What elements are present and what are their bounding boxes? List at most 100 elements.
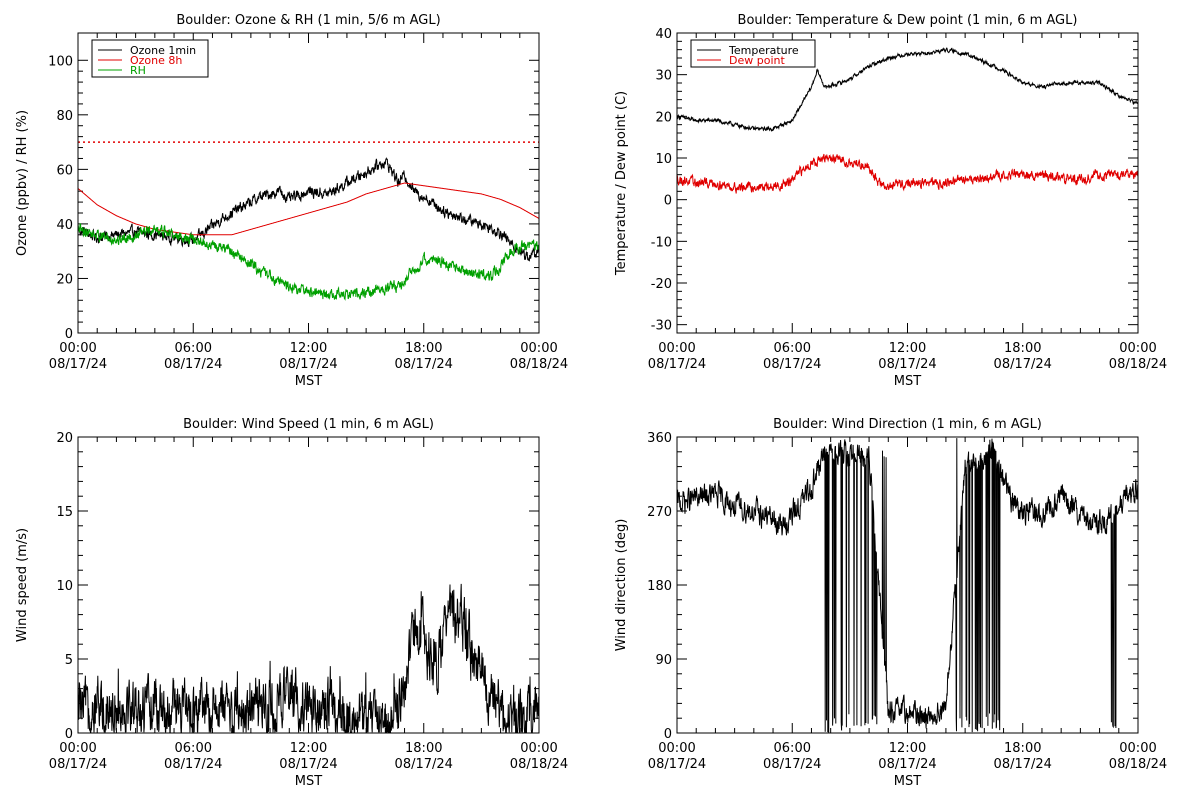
y-tick-label: 20	[56, 272, 73, 287]
x-tick-date: 08/17/24	[49, 757, 107, 772]
x-axis-label: MST	[894, 374, 921, 389]
plot-frame	[77, 436, 540, 734]
x-tick-time: 12:00	[889, 741, 926, 756]
y-axis-label: Wind direction (deg)	[614, 519, 629, 652]
y-tick-label: 270	[647, 505, 672, 520]
y-tick-label: 20	[56, 431, 73, 446]
x-tick-time: 12:00	[889, 341, 926, 356]
x-tick-date: 08/17/24	[164, 757, 222, 772]
chart-title: Boulder: Ozone & RH (1 min, 5/6 m AGL)	[176, 13, 440, 28]
y-tick-label: 10	[655, 152, 672, 167]
y-tick-label: 20	[655, 110, 672, 125]
x-tick-time: 00:00	[658, 741, 695, 756]
legend-box	[690, 39, 816, 68]
chart-title: Boulder: Wind Speed (1 min, 6 m AGL)	[183, 417, 434, 432]
series-line	[677, 438, 1138, 733]
chart-title: Boulder: Temperature & Dew point (1 min,…	[738, 13, 1078, 28]
y-axis-label: Ozone (ppbv) / RH (%)	[15, 110, 30, 256]
x-tick-time: 00:00	[1119, 741, 1156, 756]
y-tick-label: 5	[65, 653, 73, 668]
y-tick-label: 60	[56, 163, 73, 178]
x-tick-time: 18:00	[1004, 341, 1041, 356]
y-tick-label: 30	[655, 69, 672, 84]
legend-label: Temperature	[728, 44, 799, 57]
x-tick-date: 08/17/24	[878, 357, 936, 372]
series-line	[677, 47, 1138, 132]
x-tick-time: 18:00	[405, 341, 442, 356]
y-tick-label: 10	[56, 579, 73, 594]
x-tick-date: 08/18/24	[510, 757, 568, 772]
x-tick-time: 06:00	[774, 741, 811, 756]
plot-frame	[77, 32, 540, 334]
chart-wind_dir: Boulder: Wind Direction (1 min, 6 m AGL)…	[614, 417, 1167, 789]
legend-label: Dew point	[729, 54, 785, 67]
y-tick-label: -10	[651, 235, 672, 250]
x-tick-date: 08/18/24	[1109, 757, 1167, 772]
x-tick-date: 08/17/24	[648, 757, 706, 772]
x-tick-date: 08/17/24	[395, 357, 453, 372]
y-tick-label: -20	[651, 277, 672, 292]
x-tick-date: 08/17/24	[395, 757, 453, 772]
y-tick-label: 90	[655, 653, 672, 668]
plot-frame	[676, 32, 1139, 334]
y-tick-label: 80	[56, 109, 73, 124]
chart-wind_speed: Boulder: Wind Speed (1 min, 6 m AGL) 0 5 10…	[15, 417, 568, 789]
y-tick-label: -30	[651, 319, 672, 334]
x-tick-time: 00:00	[658, 341, 695, 356]
legend-label: Ozone 1min	[130, 44, 196, 57]
y-axis-label: Wind speed (m/s)	[15, 528, 30, 642]
x-tick-time: 00:00	[1119, 341, 1156, 356]
x-axis-label: MST	[295, 774, 322, 789]
series-line	[677, 153, 1138, 194]
series-line	[78, 222, 539, 301]
chart-temp_dew: Boulder: Temperature & Dew point (1 min,…	[614, 13, 1167, 389]
legend-label: Ozone 8h	[130, 54, 182, 67]
x-tick-time: 00:00	[520, 341, 557, 356]
y-tick-label: 360	[647, 431, 672, 446]
x-tick-time: 18:00	[405, 741, 442, 756]
y-tick-label: 100	[48, 54, 73, 69]
y-tick-label: 40	[56, 218, 73, 233]
x-tick-time: 06:00	[175, 341, 212, 356]
x-tick-time: 06:00	[175, 741, 212, 756]
x-axis-label: MST	[894, 774, 921, 789]
y-tick-label: 0	[65, 327, 73, 342]
y-tick-label: 0	[664, 727, 672, 742]
x-tick-time: 06:00	[774, 341, 811, 356]
y-axis-label: Temperature / Dew point (C)	[614, 91, 629, 276]
x-tick-date: 08/17/24	[763, 357, 821, 372]
x-tick-time: 00:00	[59, 341, 96, 356]
x-tick-date: 08/17/24	[279, 757, 337, 772]
chart-title: Boulder: Wind Direction (1 min, 6 m AGL)	[773, 417, 1042, 432]
x-tick-date: 08/17/24	[763, 757, 821, 772]
x-tick-date: 08/18/24	[510, 357, 568, 372]
series-line	[78, 583, 539, 733]
chart-ozone_rh: Boulder: Ozone & RH (1 min, 5/6 m AGL) 0 2…	[15, 13, 568, 389]
x-tick-time: 12:00	[290, 741, 327, 756]
plot-frame	[676, 436, 1139, 734]
y-tick-label: 0	[664, 194, 672, 209]
x-tick-date: 08/17/24	[164, 357, 222, 372]
legend-box	[91, 39, 209, 78]
y-tick-label: 180	[647, 579, 672, 594]
x-tick-time: 18:00	[1004, 741, 1041, 756]
x-tick-date: 08/17/24	[878, 757, 936, 772]
y-tick-label: 15	[56, 505, 73, 520]
legend-label: RH	[130, 64, 146, 77]
series-line	[78, 157, 539, 262]
y-tick-label: 40	[655, 27, 672, 42]
x-tick-date: 08/17/24	[279, 357, 337, 372]
x-tick-time: 12:00	[290, 341, 327, 356]
x-tick-date: 08/17/24	[994, 357, 1052, 372]
x-tick-date: 08/17/24	[49, 357, 107, 372]
x-tick-date: 08/18/24	[1109, 357, 1167, 372]
x-tick-date: 08/17/24	[648, 357, 706, 372]
x-axis-label: MST	[295, 374, 322, 389]
x-tick-date: 08/17/24	[994, 757, 1052, 772]
y-tick-label: 0	[65, 727, 73, 742]
x-tick-time: 00:00	[59, 741, 96, 756]
x-tick-time: 00:00	[520, 741, 557, 756]
